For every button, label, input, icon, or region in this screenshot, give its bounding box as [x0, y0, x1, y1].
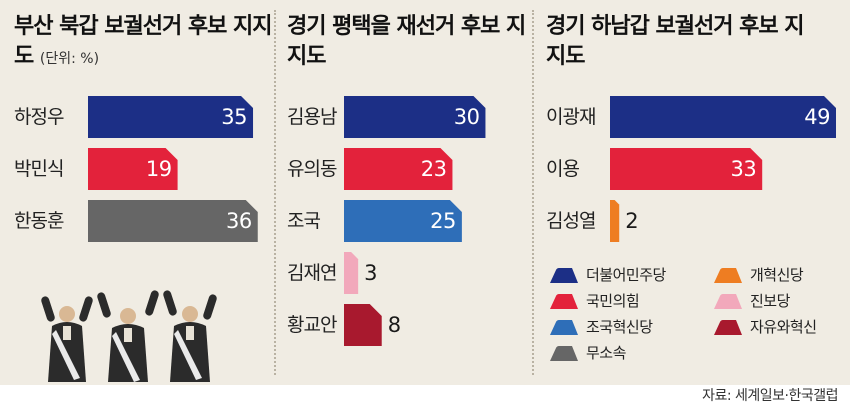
legend-label: 더불어민주당 — [586, 266, 666, 284]
chart-card: 부산 북갑 보궐선거 후보 지지도 (단위: %) 경기 평택을 재선거 후보 … — [0, 0, 850, 385]
bar — [344, 148, 453, 190]
legend-swatch — [714, 294, 742, 309]
candidate-name: 김성열 — [546, 210, 596, 232]
legend-label: 국민의힘 — [586, 292, 640, 310]
bar — [344, 96, 486, 138]
bar — [344, 252, 359, 294]
value-label: 2 — [625, 209, 639, 233]
legend-label: 무소속 — [586, 344, 626, 362]
value-label: 30 — [453, 105, 480, 129]
legend-swatch — [550, 320, 578, 335]
bar — [610, 148, 763, 190]
unit-note: (단위: %) — [39, 51, 100, 67]
value-label: 33 — [730, 157, 757, 181]
source-note: 자료: 세계일보·한국갤럽 — [702, 388, 838, 404]
legend-swatch — [550, 294, 578, 309]
candidate-name: 이용 — [546, 158, 580, 180]
value-label: 8 — [387, 313, 401, 337]
value-label: 36 — [226, 209, 252, 233]
value-label: 25 — [430, 209, 456, 233]
bar — [88, 96, 254, 138]
candidate-name: 김용남 — [287, 106, 337, 128]
bar — [610, 96, 836, 138]
value-label: 23 — [420, 157, 447, 181]
candidate-name: 하정우 — [14, 106, 64, 128]
candidate-name: 박민식 — [14, 158, 64, 180]
legend-label: 진보당 — [750, 292, 790, 310]
bar — [610, 200, 620, 242]
legend-label: 조국혁신당 — [586, 318, 653, 336]
candidate-name: 이광재 — [546, 106, 596, 128]
bar — [88, 200, 258, 242]
legend-label: 자유와혁신 — [750, 318, 817, 336]
value-label: 19 — [145, 157, 172, 181]
panel-divider — [274, 10, 276, 375]
value-label: 49 — [804, 105, 830, 129]
candidate-name: 유의동 — [287, 158, 337, 180]
panel-title-text: 부산 북갑 보궐선거 후보 지지도 — [14, 14, 273, 69]
legend-label: 개혁신당 — [750, 266, 804, 284]
value-label: 35 — [221, 105, 248, 129]
panel-title: 경기 평택을 재선거 후보 지지도 — [287, 14, 526, 69]
candidates-cheering-illustration — [41, 290, 217, 382]
bar — [344, 200, 462, 242]
legend-swatch — [714, 268, 742, 283]
value-label: 3 — [364, 261, 378, 285]
panel-title: 부산 북갑 보궐선거 후보 지지도 (단위: %) — [14, 12, 274, 74]
candidate-name: 황교안 — [287, 314, 337, 336]
candidate-name: 조국 — [287, 210, 321, 232]
legend-swatch — [714, 320, 742, 335]
bar — [344, 304, 382, 346]
panel-title: 경기 하남갑 보궐선거 후보 지지도 — [546, 14, 805, 69]
panel-divider — [532, 10, 534, 375]
legend-swatch — [550, 346, 578, 361]
candidate-name: 한동훈 — [14, 210, 64, 232]
candidate-name: 김재연 — [287, 262, 337, 284]
bar — [88, 148, 178, 190]
legend-swatch — [550, 268, 578, 283]
